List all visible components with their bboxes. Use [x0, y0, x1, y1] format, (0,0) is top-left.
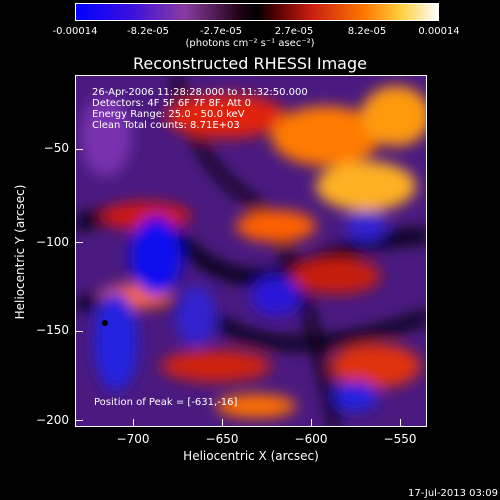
info-detectors: Detectors: 4F 5F 6F 7F 8F, Att 0	[92, 98, 252, 109]
colorbar-tick-label: 0.00014	[418, 26, 460, 37]
x-tick-label: −550	[383, 432, 417, 446]
y-tick-label: −100	[36, 235, 69, 249]
rhessi-image	[76, 76, 426, 426]
x-axis-label: Heliocentric X (arcsec)	[183, 449, 319, 463]
x-tick-label: −700	[116, 432, 150, 446]
y-tick-label: −200	[36, 413, 69, 427]
x-tick-label: −650	[205, 432, 239, 446]
colorbar-units: (photons cm⁻² s⁻¹ asec⁻²)	[185, 38, 315, 49]
colorbar-tick-label: -8.2e-05	[127, 26, 169, 37]
peak-marker	[102, 320, 108, 326]
y-tick-label: −50	[43, 141, 69, 155]
info-energy-range: Energy Range: 25.0 - 50.0 keV	[92, 109, 245, 120]
colorbar-tick-label: -0.00014	[52, 26, 98, 37]
timestamp: 17-Jul-2013 03:09	[407, 488, 498, 499]
colorbar-tick-label: 2.7e-05	[274, 26, 314, 37]
info-time-range: 26-Apr-2006 11:28:28.000 to 11:32:50.000	[92, 87, 308, 98]
peak-position-label: Position of Peak = [-631,-16]	[94, 397, 238, 408]
colorbar-tick-label: -2.7e-05	[200, 26, 242, 37]
info-clean-counts: Clean Total counts: 8.71E+03	[92, 120, 240, 131]
colorbar-tick-label: 8.2e-05	[347, 26, 387, 37]
x-tick-label: −600	[294, 432, 328, 446]
image-plot	[75, 75, 427, 427]
y-tick-label: −150	[36, 323, 69, 337]
colorbar	[75, 3, 439, 21]
plot-title: Reconstructed RHESSI Image	[133, 54, 367, 73]
y-axis-label: Heliocentric Y (arcsec)	[13, 184, 27, 320]
